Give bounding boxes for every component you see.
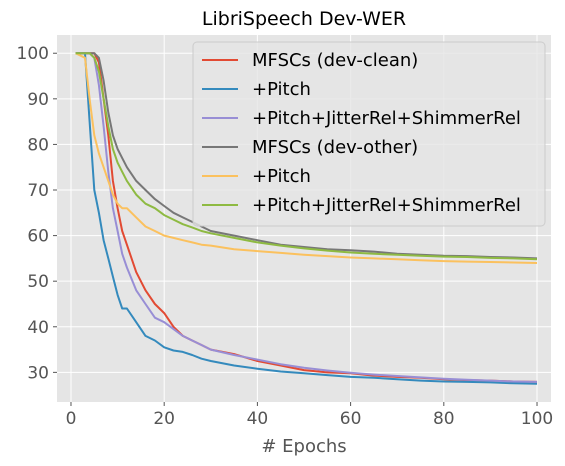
y-tick-label: 30 — [27, 363, 49, 383]
y-tick-label: 100 — [17, 44, 49, 64]
x-tick-label: 60 — [340, 409, 362, 429]
y-tick-label: 60 — [27, 227, 49, 247]
x-tick-label: 100 — [521, 409, 553, 429]
legend-label: MFSCs (dev-other) — [252, 137, 418, 158]
legend-label: +Pitch+JitterRel+ShimmerRel — [252, 108, 521, 129]
x-tick-label: 20 — [153, 409, 175, 429]
y-tick-label: 90 — [27, 90, 49, 110]
legend: MFSCs (dev-clean) +Pitch +Pitch+JitterRel+… — [192, 41, 546, 227]
x-tick-label: 40 — [247, 409, 269, 429]
chart-title: LibriSpeech Dev-WER — [202, 8, 406, 30]
series-line-6 — [75, 52, 538, 261]
series-lines — [75, 52, 538, 385]
legend-label: +Pitch — [252, 166, 311, 187]
y-tick-label: 40 — [27, 318, 49, 338]
x-tick-label: 0 — [66, 409, 77, 429]
legend-box — [192, 41, 546, 227]
x-axis-title: # Epochs — [261, 436, 346, 457]
legend-label: +Pitch+JitterRel+ShimmerRel — [252, 195, 521, 216]
legend-label: MFSCs (dev-clean) — [252, 50, 418, 71]
y-tick-label: 80 — [27, 135, 49, 155]
series-line-3 — [75, 52, 538, 383]
y-tick-label: 50 — [27, 272, 49, 292]
x-tick-label: 80 — [433, 409, 455, 429]
legend-label: +Pitch — [252, 79, 311, 100]
y-axis: 30 40 50 60 70 80 90 100 — [17, 44, 57, 383]
y-tick-label: 70 — [27, 181, 49, 201]
x-axis: 0 20 40 60 80 100 — [66, 402, 553, 429]
series-line-2 — [75, 52, 538, 385]
series-line-5 — [75, 52, 538, 264]
